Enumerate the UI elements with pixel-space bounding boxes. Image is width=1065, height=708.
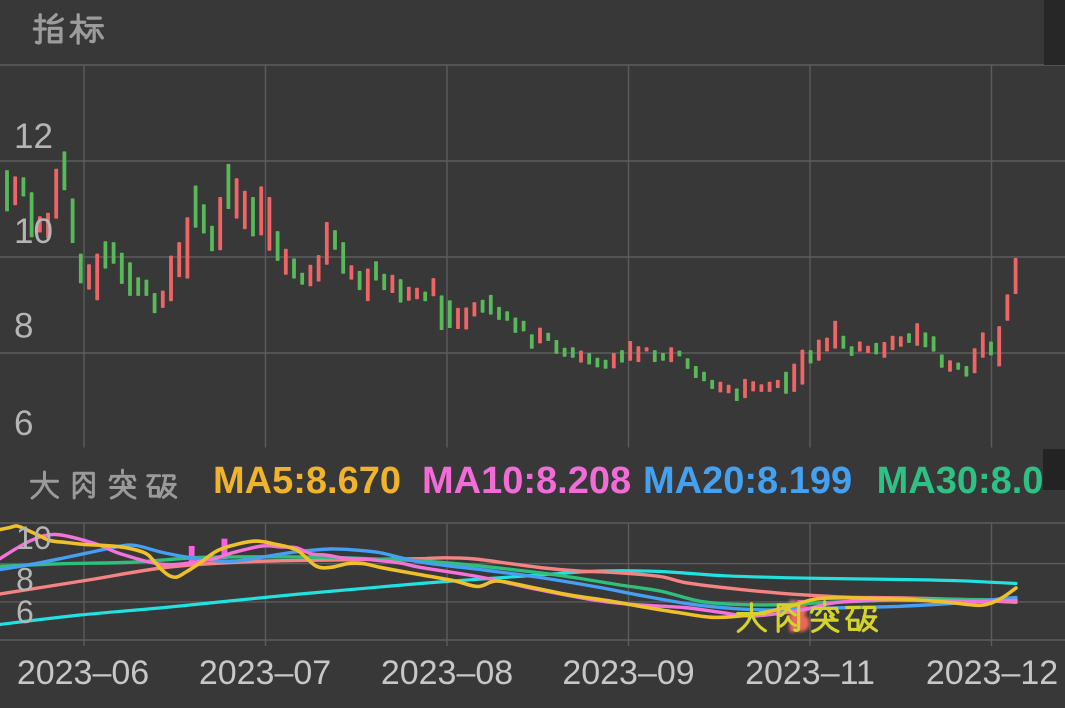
svg-text:2023–09: 2023–09	[562, 654, 694, 692]
svg-text:6: 6	[16, 594, 34, 630]
svg-text:2023–06: 2023–06	[17, 654, 149, 692]
svg-text:6: 6	[14, 404, 33, 443]
svg-text:12: 12	[14, 117, 53, 156]
svg-text:8: 8	[16, 562, 34, 598]
svg-text:2023–07: 2023–07	[199, 654, 331, 692]
svg-text:2023–08: 2023–08	[381, 654, 513, 692]
svg-text:2023–12: 2023–12	[926, 654, 1058, 692]
svg-text:8: 8	[14, 307, 33, 346]
svg-text:MA10:8.208: MA10:8.208	[422, 460, 631, 502]
svg-text:10: 10	[14, 212, 53, 251]
svg-text:2023–11: 2023–11	[745, 654, 875, 692]
svg-text:MA30:8.090: MA30:8.090	[877, 460, 1065, 502]
svg-text:10: 10	[16, 520, 52, 556]
svg-text:MA5:8.670: MA5:8.670	[213, 460, 401, 502]
svg-text:MA20:8.199: MA20:8.199	[643, 460, 852, 502]
